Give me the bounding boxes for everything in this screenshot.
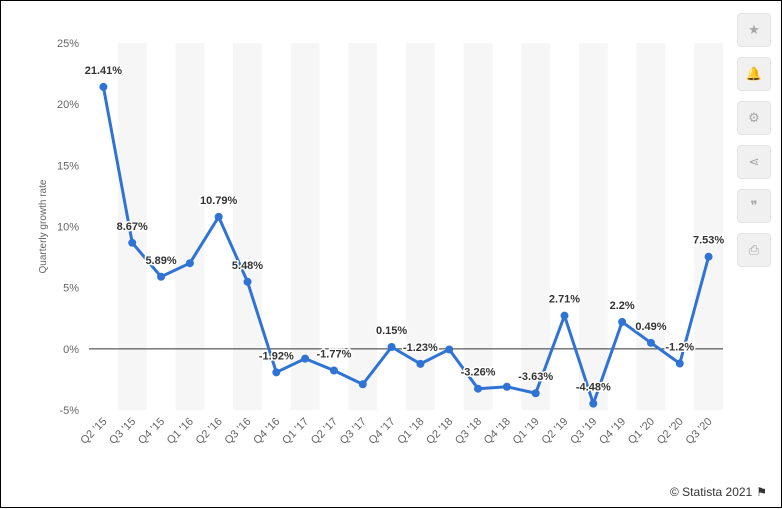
data-point[interactable] <box>675 359 684 368</box>
data-point[interactable] <box>358 380 367 389</box>
data-point[interactable] <box>618 317 627 326</box>
data-point[interactable] <box>243 277 252 286</box>
data-point[interactable] <box>128 238 137 247</box>
x-tick-label: Q2 '15 <box>78 416 109 447</box>
chart-toolbar: ★ 🔔 ⚙ ⋖ ❞ ⎙ <box>737 13 773 277</box>
grid-band <box>521 43 551 410</box>
quote-button[interactable]: ❞ <box>737 189 771 223</box>
y-tick-label: 10% <box>57 222 79 234</box>
x-tick-label: Q1 '18 <box>395 416 426 447</box>
y-tick-label: 25% <box>57 38 79 50</box>
grid-band <box>175 43 205 410</box>
x-tick-label: Q2 '20 <box>655 416 686 447</box>
data-label: 2.2% <box>610 300 635 312</box>
y-tick-label: 15% <box>57 160 79 172</box>
x-tick-label: Q3 '19 <box>568 416 599 447</box>
grid-band <box>463 43 493 410</box>
data-point[interactable] <box>704 252 713 261</box>
x-tick-label: Q4 '18 <box>482 416 513 447</box>
x-tick-label: Q3 '18 <box>453 416 484 447</box>
print-icon: ⎙ <box>748 242 760 257</box>
x-tick-label: Q1 '16 <box>165 416 196 447</box>
data-label: 8.67% <box>117 221 148 233</box>
data-point[interactable] <box>185 259 194 268</box>
print-button[interactable]: ⎙ <box>737 233 771 267</box>
grid-band <box>636 43 666 410</box>
data-point[interactable] <box>387 342 396 351</box>
x-tick-label: Q4 '16 <box>251 416 282 447</box>
x-tick-label: Q1 '19 <box>511 416 542 447</box>
data-point[interactable] <box>416 359 425 368</box>
grid-band <box>348 43 378 410</box>
gear-button[interactable]: ⚙ <box>737 101 771 135</box>
series-line <box>101 86 711 406</box>
grid-band <box>233 43 262 410</box>
quote-icon: ❞ <box>750 198 758 213</box>
data-point[interactable] <box>99 82 108 91</box>
x-tick-label: Q4 '17 <box>367 416 398 447</box>
x-tick-label: Q2 '16 <box>194 416 225 447</box>
share-button[interactable]: ⋖ <box>737 145 771 179</box>
bell-icon: 🔔 <box>745 66 763 81</box>
flag-icon[interactable]: ⚑ <box>756 485 767 499</box>
data-point[interactable] <box>474 384 483 393</box>
data-label: 0.49% <box>635 321 666 333</box>
data-label: 10.79% <box>200 195 238 207</box>
y-tick-label: -5% <box>59 405 79 417</box>
data-point[interactable] <box>560 311 569 320</box>
star-button[interactable]: ★ <box>737 13 771 47</box>
data-label: -1.2% <box>665 342 694 354</box>
x-tick-label: Q2 '19 <box>539 416 570 447</box>
data-label: -3.26% <box>461 367 496 379</box>
data-point[interactable] <box>157 272 166 281</box>
grid-band <box>694 43 723 410</box>
x-tick-label: Q4 '15 <box>136 416 167 447</box>
y-tick-label: 20% <box>57 99 79 111</box>
x-tick-label: Q3 '17 <box>338 416 369 447</box>
data-point[interactable] <box>445 345 454 354</box>
x-tick-label: Q2 '18 <box>424 416 455 447</box>
y-tick-label: 0% <box>63 344 79 356</box>
data-point[interactable] <box>589 399 598 408</box>
data-point[interactable] <box>531 389 540 398</box>
x-tick-label: Q4 '19 <box>597 416 628 447</box>
data-label: -4.48% <box>576 382 611 394</box>
data-label: 5.89% <box>145 255 176 267</box>
source-credit[interactable]: © Statista 2021 ⚑ <box>670 485 767 499</box>
y-axis-title: Quarterly growth rate <box>38 179 49 273</box>
x-tick-label: Q3 '16 <box>222 416 253 447</box>
x-tick-label: Q1 '17 <box>280 416 311 447</box>
data-point[interactable] <box>272 368 281 377</box>
x-tick-label: Q1 '20 <box>626 416 657 447</box>
y-tick-label: 5% <box>63 283 79 295</box>
data-label: 7.53% <box>693 235 724 247</box>
data-label: 5.48% <box>232 260 263 272</box>
data-label: -1.77% <box>317 348 352 360</box>
bell-button[interactable]: 🔔 <box>737 57 771 91</box>
share-icon: ⋖ <box>748 154 760 169</box>
data-label: -1.92% <box>259 350 294 362</box>
x-tick-label: Q3 '20 <box>684 416 715 447</box>
star-icon: ★ <box>748 22 760 37</box>
data-point[interactable] <box>214 212 223 221</box>
data-point[interactable] <box>301 354 310 363</box>
x-tick-label: Q3 '15 <box>107 416 138 447</box>
data-label: 21.41% <box>85 65 123 77</box>
data-point[interactable] <box>646 338 655 347</box>
data-label: 0.15% <box>376 325 407 337</box>
credit-text: © Statista 2021 <box>670 485 753 499</box>
gear-icon: ⚙ <box>748 110 760 125</box>
data-label: -3.63% <box>518 371 553 383</box>
grid-band <box>578 43 608 410</box>
data-point[interactable] <box>329 366 338 375</box>
data-point[interactable] <box>502 382 511 391</box>
data-label: -1.23% <box>403 342 438 354</box>
data-label: 2.71% <box>549 294 580 306</box>
x-tick-label: Q2 '17 <box>309 416 340 447</box>
grid-band <box>406 43 435 410</box>
